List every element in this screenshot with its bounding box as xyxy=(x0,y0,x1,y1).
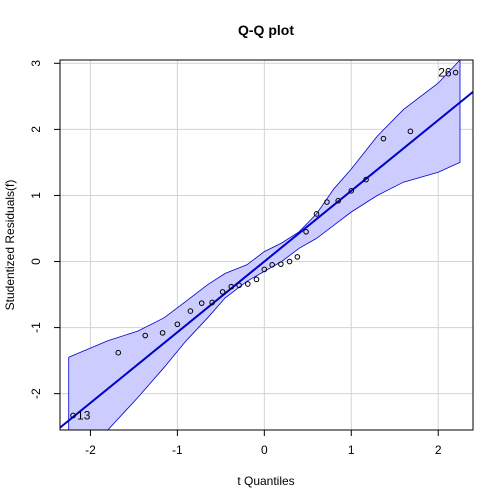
data-point xyxy=(335,197,342,204)
data-point xyxy=(363,176,369,183)
data-point xyxy=(174,321,181,328)
data-point xyxy=(253,276,260,283)
confidence-band-area xyxy=(68,60,461,430)
data-point xyxy=(115,349,122,356)
y-tick-label: 1 xyxy=(29,192,43,199)
x-tick-label: -2 xyxy=(85,443,96,457)
data-point xyxy=(286,258,293,265)
confidence-band xyxy=(68,60,461,430)
y-tick-label: -2 xyxy=(29,388,43,399)
data-point xyxy=(198,300,205,306)
point-label: 26 xyxy=(438,66,452,80)
data-point xyxy=(294,254,301,260)
plot-frame xyxy=(59,59,474,431)
x-tick-label: -1 xyxy=(172,443,183,457)
y-tick-label: 2 xyxy=(29,126,43,133)
data-point xyxy=(245,281,251,287)
point-label: 13 xyxy=(77,408,91,422)
x-tick-label: 1 xyxy=(348,443,355,457)
data-point xyxy=(219,289,226,295)
data-point xyxy=(70,412,76,419)
data-point xyxy=(348,188,355,194)
x-tick-label: 2 xyxy=(435,443,442,457)
data-point xyxy=(269,262,275,268)
data-point xyxy=(159,330,166,336)
data-points xyxy=(70,69,459,419)
reference-line xyxy=(60,91,473,429)
y-axis-label: Studentized Residuals(f) xyxy=(3,180,17,311)
data-point xyxy=(236,282,242,289)
data-point xyxy=(380,135,387,142)
axes: -2 -1 0 1 2 -2 -1 0 1 2 3 xyxy=(29,60,442,457)
data-point xyxy=(261,266,268,273)
x-tick-label: 0 xyxy=(261,443,268,457)
data-point xyxy=(278,261,284,267)
data-point xyxy=(407,128,414,135)
chart-title: Q-Q plot xyxy=(238,22,294,38)
y-tick-label: -1 xyxy=(29,322,43,333)
data-point xyxy=(187,308,194,314)
data-point xyxy=(303,228,309,235)
x-axis-label: t Quantiles xyxy=(237,474,294,488)
data-point xyxy=(324,199,330,205)
data-point xyxy=(209,299,215,306)
data-point xyxy=(452,69,459,76)
data-point xyxy=(313,211,320,217)
y-tick-label: 3 xyxy=(29,60,43,67)
y-tick-label: 0 xyxy=(29,258,43,265)
data-point xyxy=(228,283,235,290)
reference-line-layer xyxy=(60,91,473,429)
data-point xyxy=(142,332,149,339)
point-labels: 13 26 xyxy=(77,66,452,423)
